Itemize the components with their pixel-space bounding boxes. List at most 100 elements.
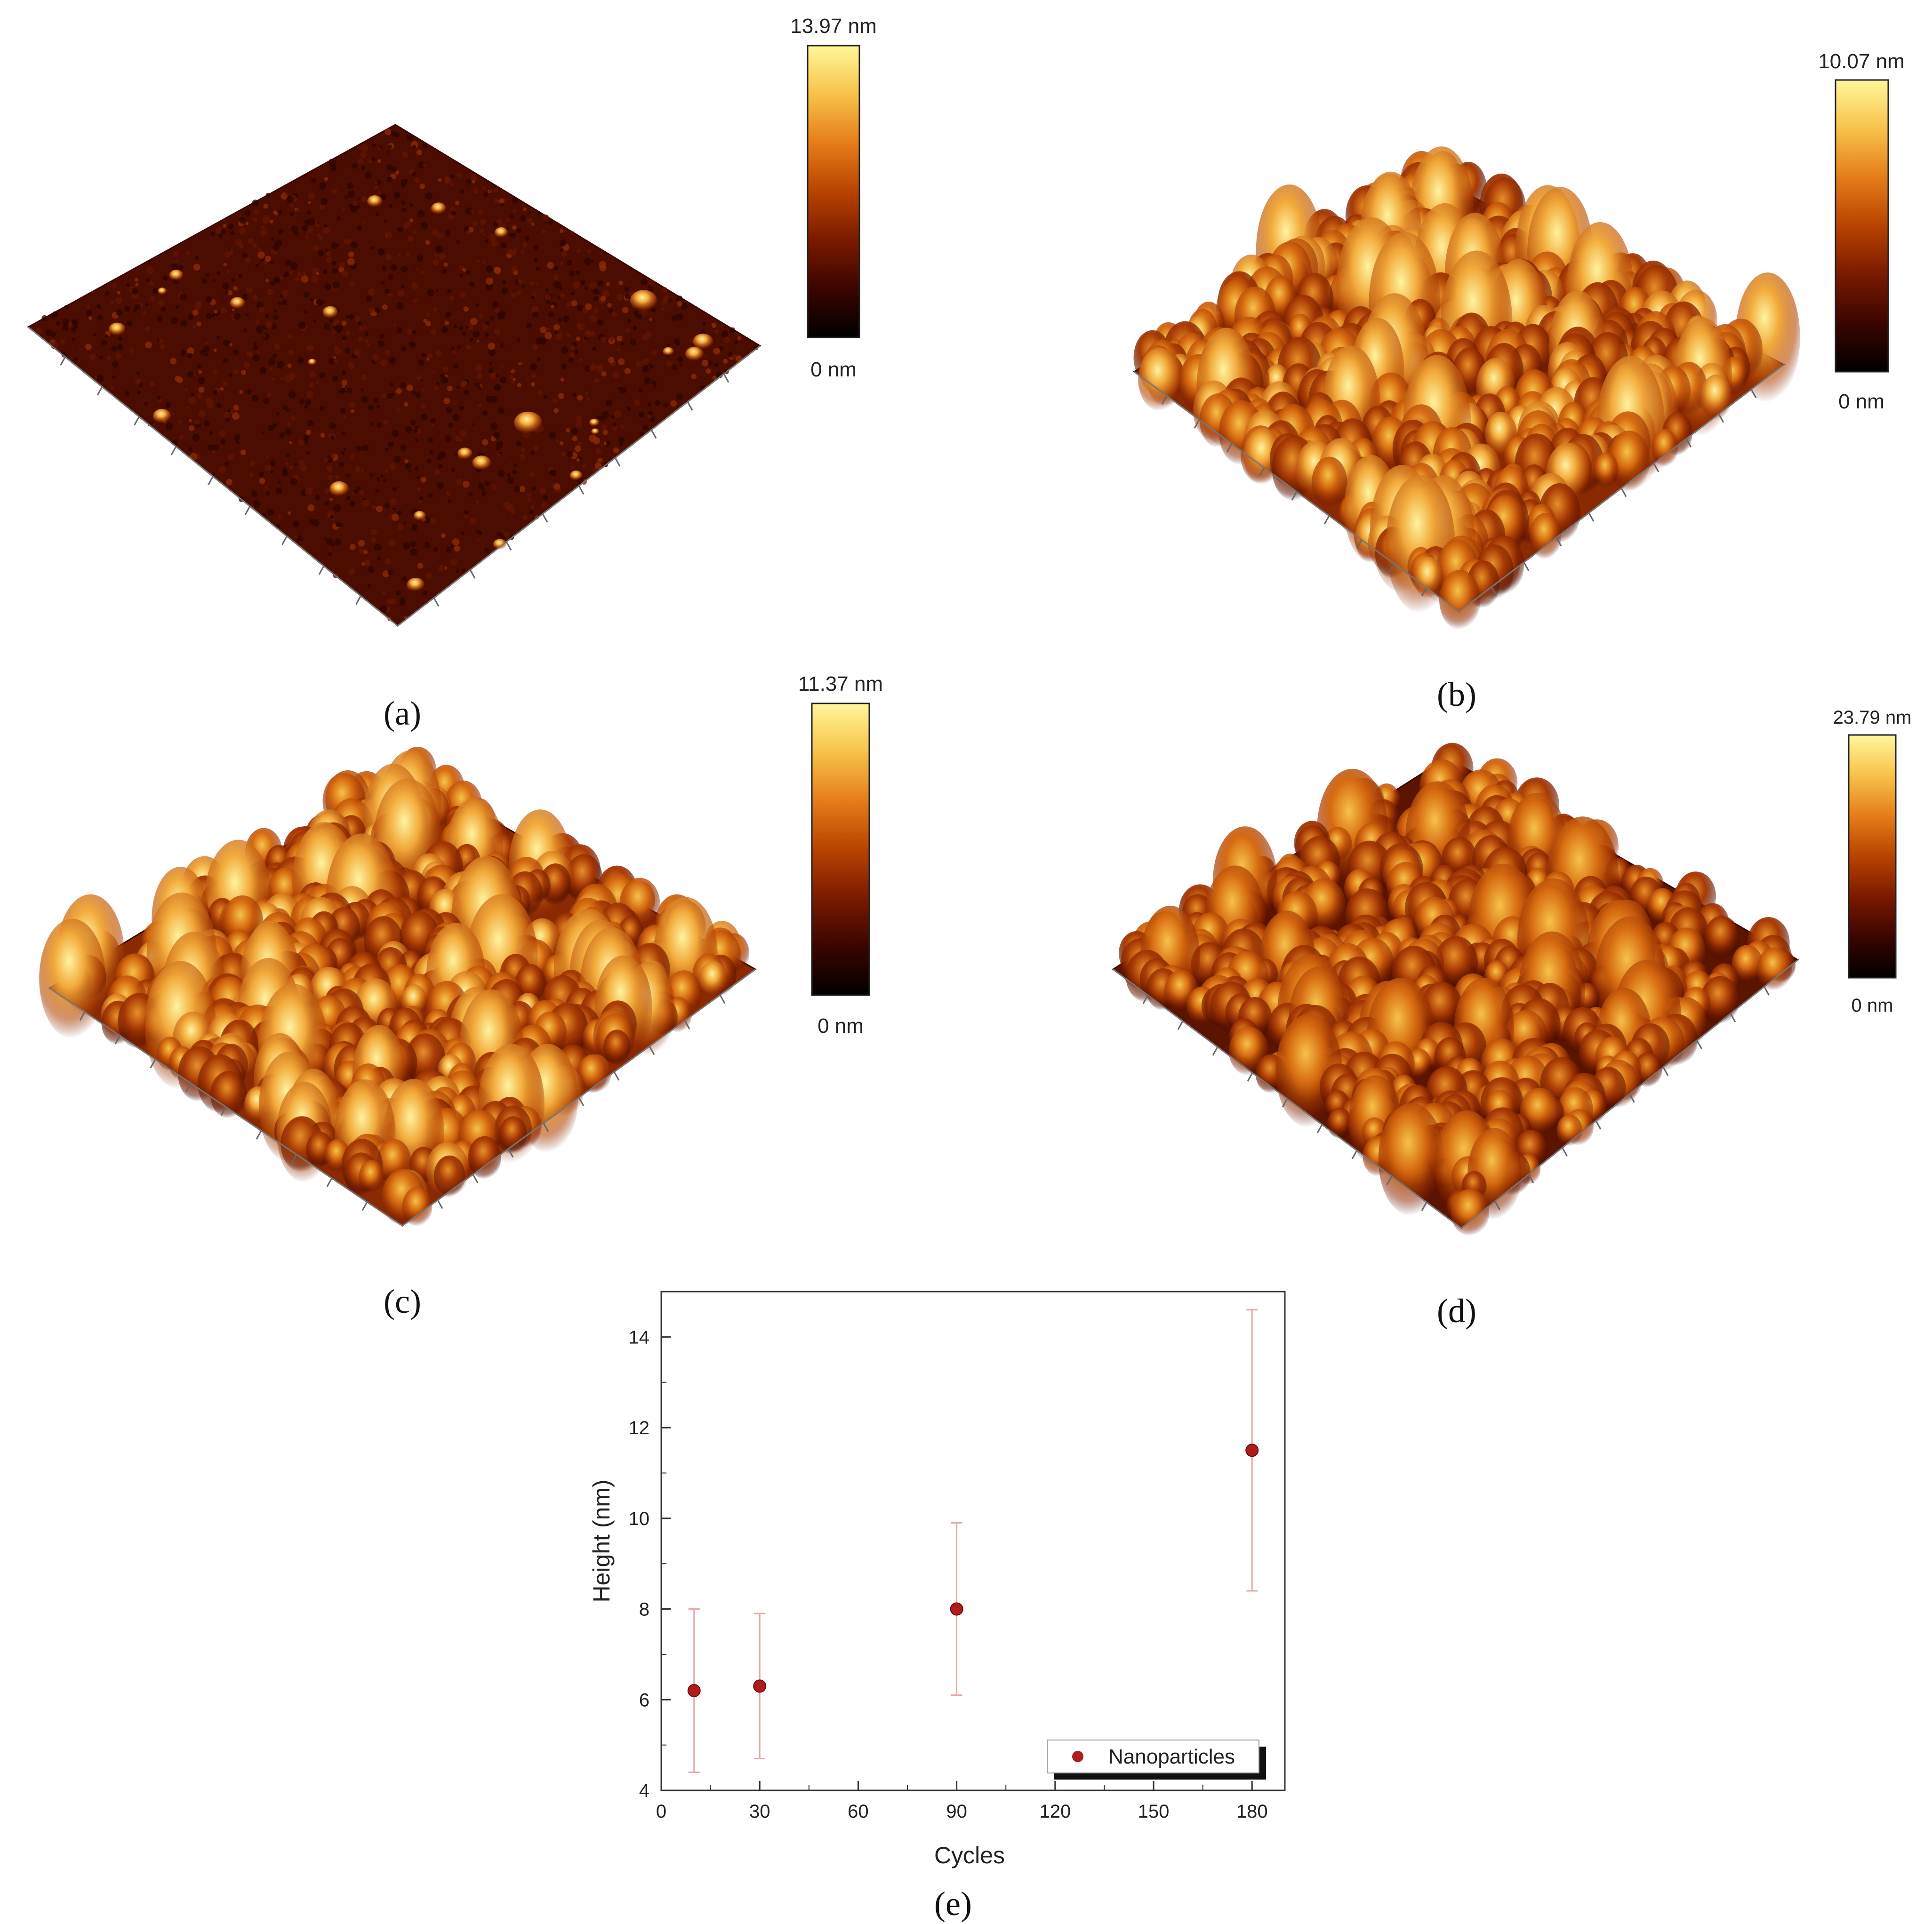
surface-texture-a [192, 434, 200, 441]
surface-texture-a [560, 377, 564, 382]
surface-texture-a [569, 271, 575, 277]
surface-texture-a [568, 358, 574, 363]
surface-texture-a [427, 289, 435, 296]
surface-texture-a [106, 355, 112, 360]
surface-texture-a [566, 302, 571, 307]
surface-texture-a [416, 375, 422, 381]
surface-texture-a [647, 414, 651, 419]
surface-texture-a [539, 487, 547, 495]
surface-texture-a [289, 212, 294, 216]
surface-texture-a [332, 330, 336, 335]
surface-texture-a [249, 473, 253, 477]
surface-texture-a [96, 375, 104, 382]
surface-texture-a [653, 385, 657, 389]
surface-texture-a [577, 323, 585, 331]
surface-texture-a [377, 147, 381, 151]
surface-texture-a [545, 299, 551, 304]
surface-texture-a [531, 373, 537, 378]
surface-texture-a [637, 314, 643, 320]
panel-label-a: (a) [384, 695, 421, 732]
surface-texture-a [415, 439, 418, 442]
surface-texture-a [401, 285, 405, 289]
surface-grain-b [1312, 456, 1347, 508]
surface-texture-a [278, 228, 284, 234]
surface-texture-a [322, 300, 326, 303]
colorbar-min-a: 0 nm [810, 358, 857, 381]
surface-texture-a [364, 338, 369, 343]
axis-tick-c [361, 1201, 368, 1211]
surface-texture-a [246, 287, 253, 294]
surface-texture-a [355, 466, 361, 472]
surface-texture-a [246, 351, 253, 358]
surface-texture-a [561, 346, 569, 354]
surface-texture-a [255, 263, 259, 268]
surface-texture-a [597, 280, 604, 287]
surface-texture-a [449, 295, 455, 301]
surface-texture-a [386, 164, 393, 171]
surface-texture-a [479, 219, 487, 226]
surface-texture-a [533, 446, 539, 451]
surface-texture-a [343, 447, 347, 451]
surface-texture-a [461, 331, 466, 336]
surface-texture-a [489, 395, 497, 403]
surface-texture-a [500, 364, 504, 368]
surface-texture-a [472, 180, 475, 184]
surface-texture-a [457, 173, 462, 178]
surface-texture-a [101, 339, 107, 346]
surface-texture-a [105, 291, 110, 296]
surface-grain-b [1608, 431, 1650, 492]
surface-texture-a [377, 423, 382, 428]
surface-texture-a [383, 420, 388, 425]
surface-texture-a [187, 371, 194, 378]
surface-texture-a [430, 329, 436, 335]
surface-texture-a [336, 244, 339, 247]
surface-texture-a [431, 423, 435, 427]
surface-texture-a [649, 364, 654, 369]
surface-texture-a [245, 257, 251, 263]
colorbar-max-a: 13.97 nm [790, 15, 876, 38]
surface-texture-a [489, 189, 494, 193]
surface-texture-a [571, 231, 575, 235]
axis-tick-d [1528, 1174, 1534, 1183]
surface-texture-a [418, 500, 422, 503]
surface-texture-a [444, 379, 447, 382]
surface-texture-a [411, 524, 417, 530]
surface-texture-a [403, 521, 406, 525]
surface-texture-a [277, 515, 282, 519]
surface-texture-a [466, 323, 474, 331]
axis-tick-a [505, 541, 512, 551]
surface-texture-a [361, 375, 367, 381]
surface-texture-a [576, 336, 580, 341]
surface-texture-a [309, 371, 316, 378]
surface-texture-a [233, 349, 239, 356]
surface-texture-a [326, 465, 332, 471]
surface-texture-a [527, 217, 534, 224]
y-axis-label: Height (nm) [588, 1479, 615, 1602]
surface-texture-a [554, 331, 558, 335]
surface-texture-a [253, 354, 260, 362]
surface-texture-a [259, 478, 265, 484]
surface-texture-a [198, 377, 206, 384]
surface-texture-a [187, 347, 194, 355]
colorbar-min-b: 0 nm [1838, 390, 1884, 413]
surface-texture-a [88, 316, 93, 320]
surface-texture-a [616, 348, 620, 351]
surface-texture-a [276, 412, 280, 415]
surface-texture-a [233, 286, 238, 291]
surface-texture-a [614, 410, 622, 418]
surface-texture-a [331, 242, 338, 249]
surface-texture-a [401, 200, 406, 205]
surface-texture-a [379, 333, 385, 339]
surface-texture-a [584, 336, 588, 341]
surface-texture-a [419, 184, 425, 189]
surface-texture-a [520, 454, 526, 460]
surface-texture-a [661, 287, 668, 293]
surface-texture-a [382, 304, 388, 310]
surface-texture-a [223, 263, 227, 267]
surface-texture-a [136, 390, 141, 395]
surface-texture-a [641, 334, 649, 342]
surface-texture-a [451, 347, 454, 350]
surface-texture-a [460, 381, 466, 387]
surface-texture-a [475, 303, 480, 307]
afm-surface-base-a [27, 124, 762, 627]
